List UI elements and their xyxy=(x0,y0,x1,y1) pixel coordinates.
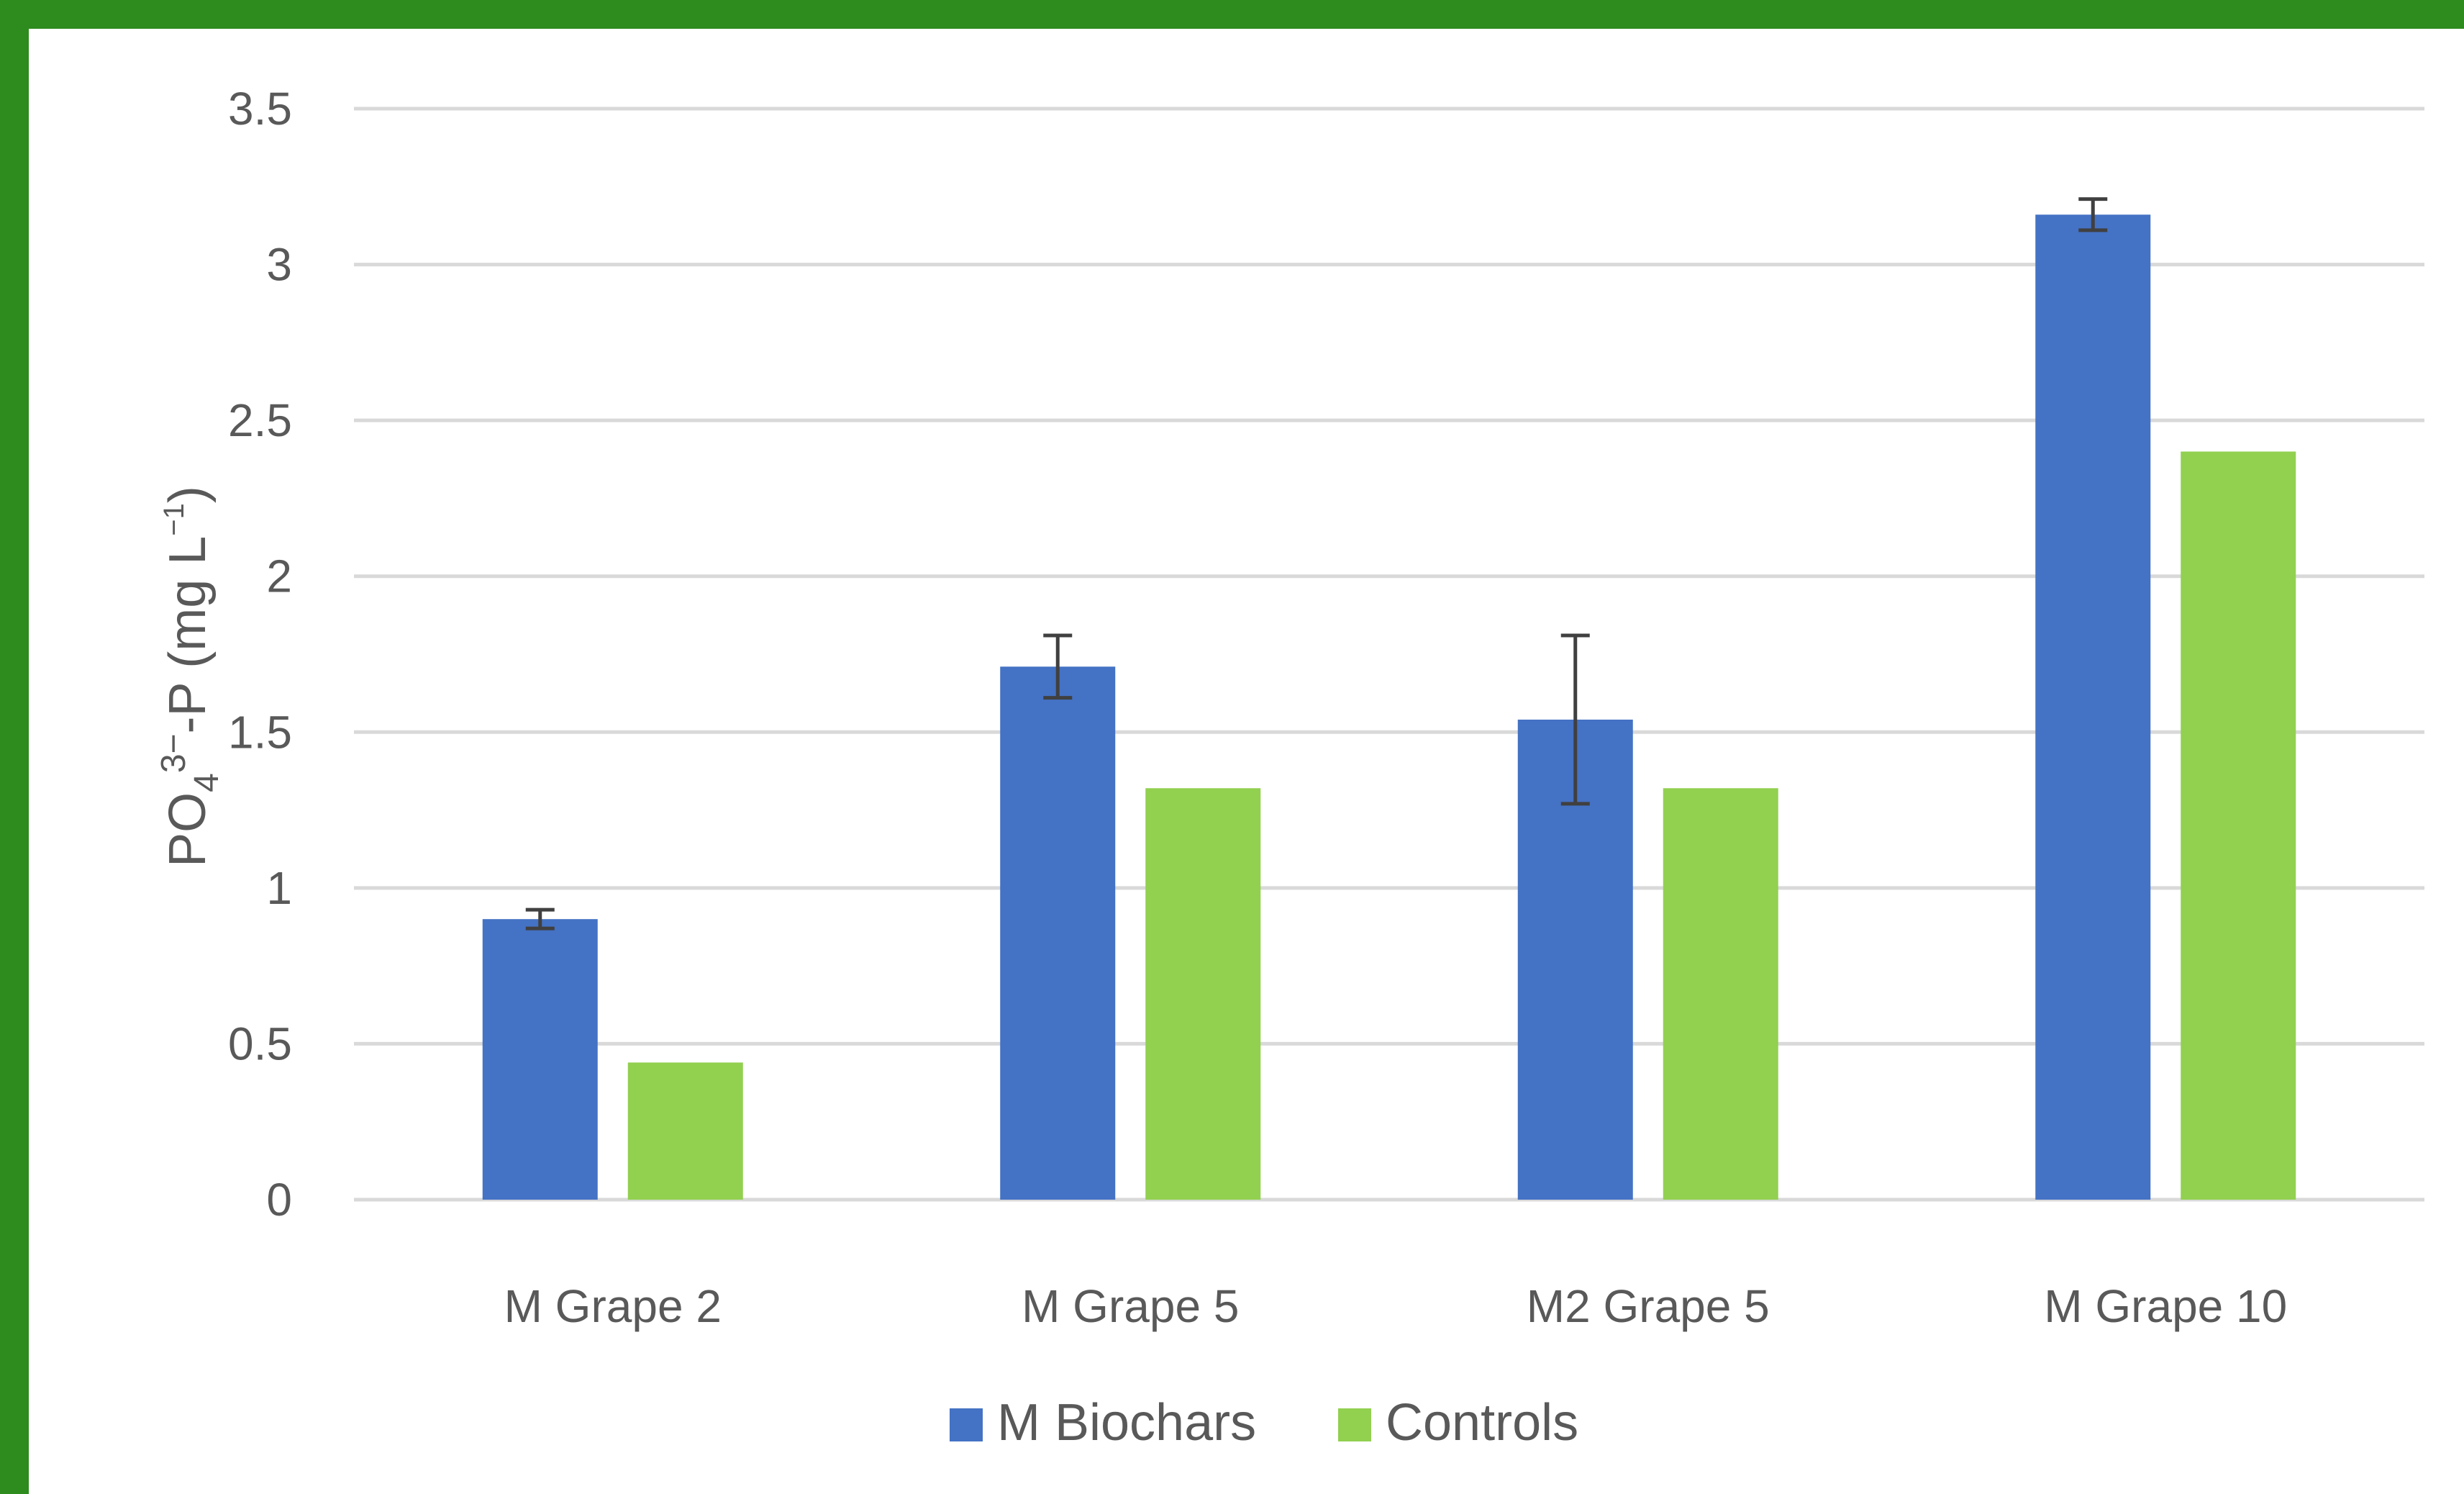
y-tick-label: 0.5 xyxy=(228,1018,292,1069)
legend-label: Controls xyxy=(1386,1394,1578,1452)
legend: M Biochars Controls xyxy=(950,1394,1578,1452)
gridlines xyxy=(354,107,2424,1202)
ylabel-base: PO xyxy=(159,792,217,867)
error-bars xyxy=(525,197,2108,931)
y-axis-label: PO43−-P (mg L−1) xyxy=(155,486,226,867)
ylabel-subscript: 4 xyxy=(188,773,226,792)
bar-m-biochars xyxy=(2035,214,2151,1200)
bar-controls xyxy=(627,1062,743,1200)
ylabel-unit-superscript: −1 xyxy=(158,503,190,536)
bars xyxy=(482,214,2296,1200)
legend-label: M Biochars xyxy=(997,1394,1256,1452)
y-axis-ticks: 0 0.5 1 1.5 2 2.5 3 3.5 xyxy=(228,83,292,1226)
bar-controls xyxy=(1145,788,1261,1200)
y-tick-label: 3 xyxy=(266,239,292,291)
y-tick-label: 3.5 xyxy=(228,83,292,135)
x-axis-ticks: M Grape 2 M Grape 5 M2 Grape 5 M Grape 10 xyxy=(504,1280,2288,1332)
x-tick-label: M2 Grape 5 xyxy=(1527,1280,1770,1332)
ylabel-end: ) xyxy=(159,486,217,503)
legend-swatch xyxy=(950,1408,983,1441)
ylabel-superscript: 3− xyxy=(155,733,193,773)
bar-m-biochars xyxy=(482,919,598,1200)
x-tick-label: M Grape 10 xyxy=(2044,1280,2287,1332)
y-tick-label: 1 xyxy=(266,862,292,914)
bar-m-biochars xyxy=(1000,666,1116,1200)
bar-controls xyxy=(2181,451,2296,1200)
bar-controls xyxy=(1663,788,1778,1200)
chart-frame: 0 0.5 1 1.5 2 2.5 3 3.5 M Grape 2 M Grape 5 M2 Gr… xyxy=(29,29,2464,1494)
y-tick-label: 2.5 xyxy=(228,394,292,446)
x-tick-label: M Grape 5 xyxy=(1022,1280,1239,1332)
x-tick-label: M Grape 2 xyxy=(504,1280,722,1332)
legend-swatch xyxy=(1338,1408,1371,1441)
y-tick-label: 0 xyxy=(266,1174,292,1226)
y-tick-label: 1.5 xyxy=(228,706,292,758)
ylabel-mid: -P (mg L xyxy=(159,536,217,734)
y-tick-label: 2 xyxy=(266,551,292,602)
bar-chart: 0 0.5 1 1.5 2 2.5 3 3.5 M Grape 2 M Grape 5 M2 Gr… xyxy=(155,83,2424,1452)
